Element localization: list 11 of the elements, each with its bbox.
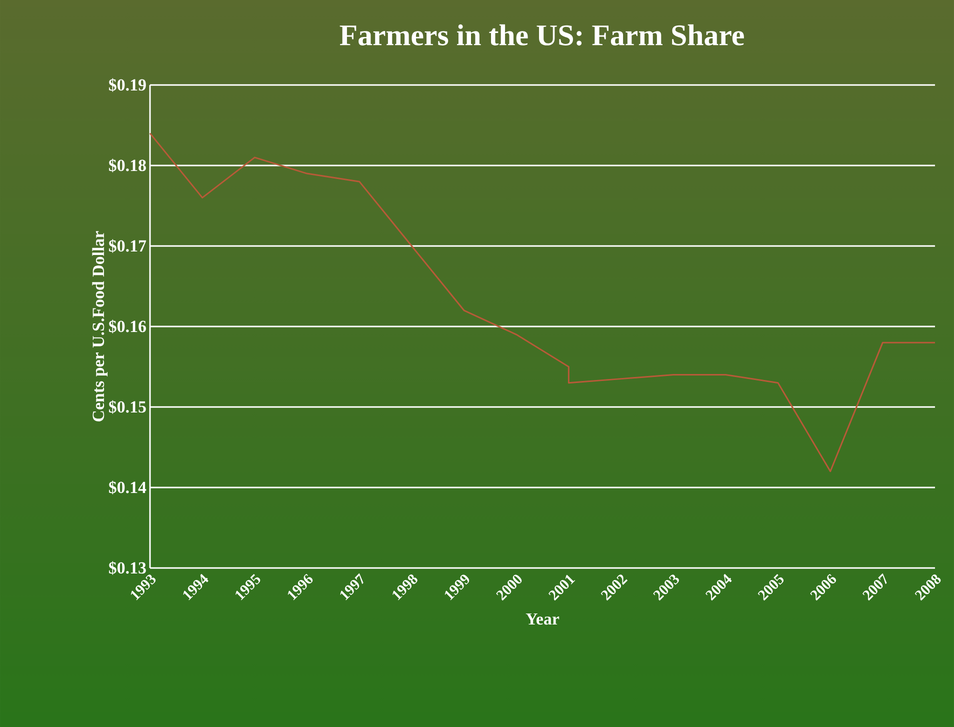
y-tick-label: $0.14 xyxy=(108,480,146,494)
y-tick-label: $0.15 xyxy=(108,400,146,414)
y-axis-title: Cents per U.S.Food Dollar xyxy=(92,231,108,422)
x-axis-title: Year xyxy=(526,613,560,625)
chart-title: Farmers in the US: Farm Share xyxy=(340,24,744,46)
y-tick-label: $0.18 xyxy=(108,158,146,172)
line-series xyxy=(149,132,936,472)
y-tick-label: $0.16 xyxy=(108,320,146,334)
y-tick-label: $0.13 xyxy=(108,561,146,575)
y-tick-label: $0.19 xyxy=(108,78,146,92)
y-tick-label: $0.17 xyxy=(108,239,146,253)
